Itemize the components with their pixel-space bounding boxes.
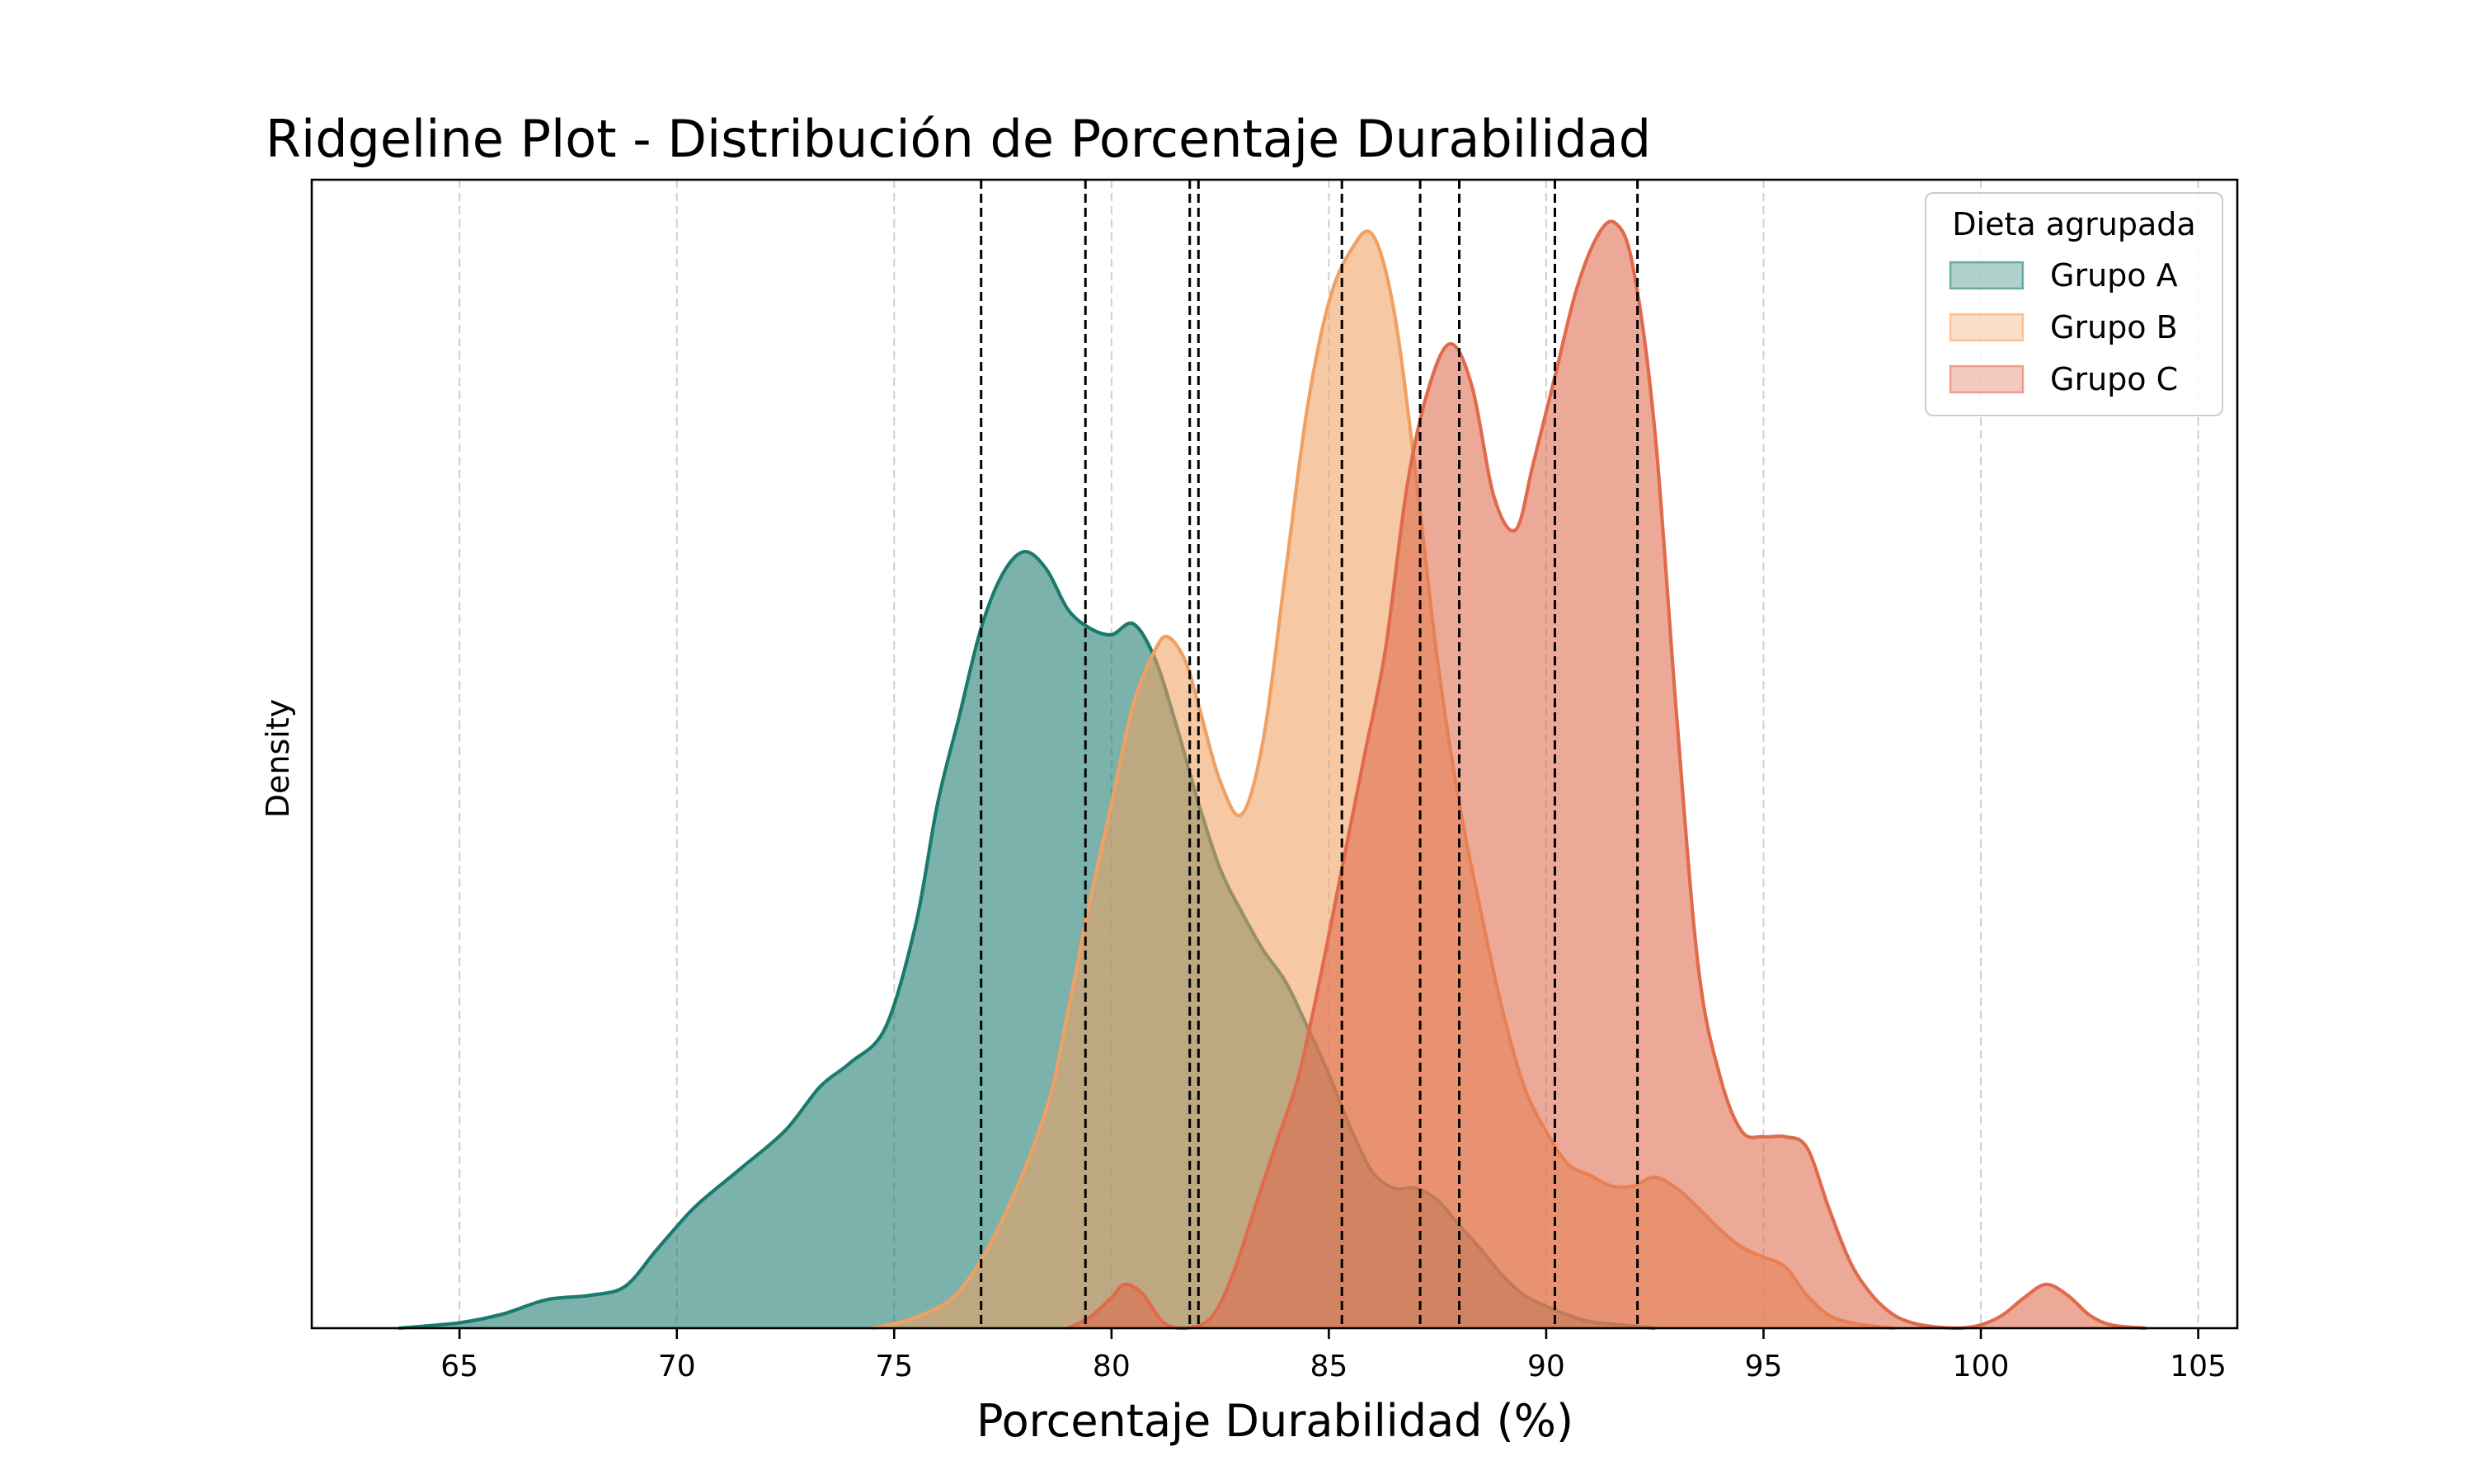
x-tick-label-75: 75 <box>875 1350 913 1383</box>
legend-swatch-grupo-a <box>1949 261 2025 290</box>
x-tick-label-70: 70 <box>658 1350 696 1383</box>
series-layer <box>398 219 2147 1331</box>
legend: Dieta agrupada Grupo A Grupo B Grupo C <box>1925 192 2223 416</box>
y-axis-label: Density <box>260 699 296 818</box>
plot-frame <box>310 178 2239 1330</box>
x-tick-label-100: 100 <box>1953 1350 2010 1383</box>
legend-label-grupo-c: Grupo C <box>2050 361 2178 397</box>
x-tick-label-105: 105 <box>2170 1350 2227 1383</box>
x-tick-label-65: 65 <box>440 1350 478 1383</box>
x-tick-label-95: 95 <box>1745 1350 1783 1383</box>
x-axis-label: Porcentaje Durabilidad (%) <box>976 1395 1573 1447</box>
vline-layer <box>980 180 1639 1328</box>
x-tick-label-80: 80 <box>1093 1350 1131 1383</box>
chart-title: Ridgeline Plot - Distribución de Porcent… <box>266 109 1651 169</box>
density-area-grupo-c <box>1068 221 2147 1329</box>
legend-swatch-grupo-b <box>1949 312 2025 342</box>
density-line-grupo-c <box>1067 219 2147 1331</box>
legend-box <box>1925 192 2223 416</box>
legend-swatch-grupo-c <box>1949 364 2025 394</box>
x-axis-ticks: 65 70 75 80 85 90 95 100 105 <box>440 1328 2227 1383</box>
legend-label-grupo-b: Grupo B <box>2050 309 2178 345</box>
legend-title: Dieta agrupada <box>1952 206 2195 242</box>
x-tick-label-90: 90 <box>1527 1350 1565 1383</box>
legend-label-grupo-a: Grupo A <box>2050 257 2178 294</box>
x-tick-label-85: 85 <box>1310 1350 1348 1383</box>
legend-entries: Grupo A Grupo B Grupo C <box>1949 257 2178 397</box>
